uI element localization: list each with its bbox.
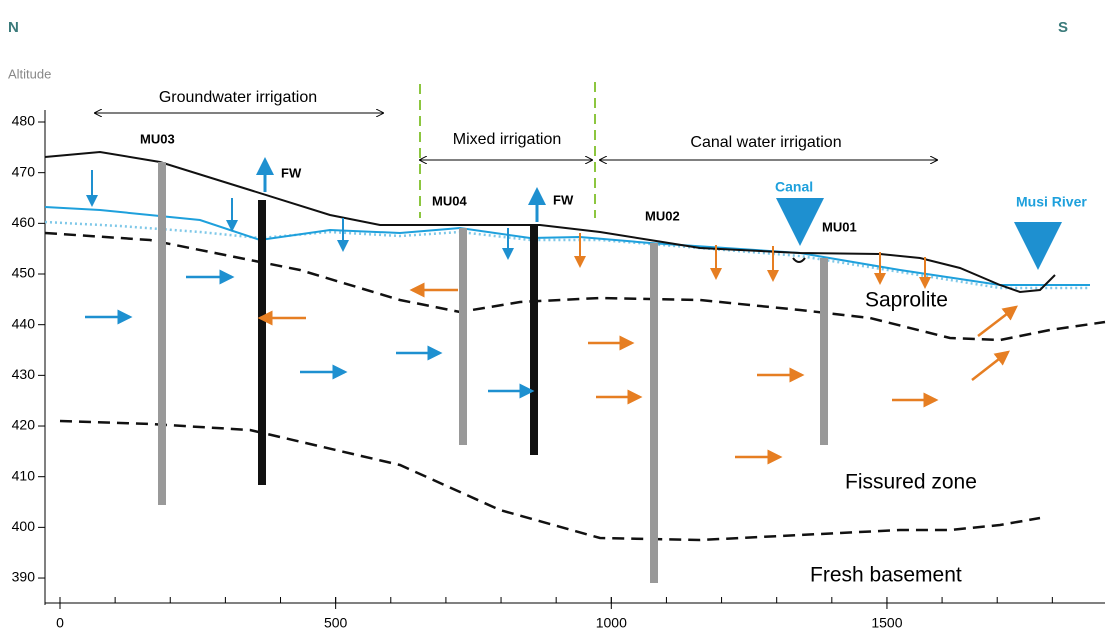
well xyxy=(459,228,467,445)
water-table xyxy=(45,207,1090,285)
zone-label: Groundwater irrigation xyxy=(159,89,317,106)
y-tick-label: 450 xyxy=(12,265,36,281)
zone-label: Canal water irrigation xyxy=(690,134,841,151)
flow-arrow xyxy=(972,352,1008,380)
north-label: N xyxy=(8,19,19,36)
south-label: S xyxy=(1058,19,1068,36)
layer-label: Fissured zone xyxy=(845,471,977,494)
well-label: MU02 xyxy=(645,208,680,223)
layer-label: Saprolite xyxy=(865,289,948,312)
well xyxy=(158,162,166,505)
x-tick-label: 1000 xyxy=(596,615,627,631)
x-tick-label: 0 xyxy=(56,615,64,631)
y-axis-label: Altitude xyxy=(8,66,51,81)
y-tick-label: 460 xyxy=(12,214,36,230)
well-label: MU03 xyxy=(140,131,175,146)
x-tick-label: 1500 xyxy=(871,615,902,631)
zone-label: Mixed irrigation xyxy=(453,131,561,148)
y-tick-label: 400 xyxy=(12,518,36,534)
well-label: MU04 xyxy=(432,193,467,208)
saprolite-base xyxy=(45,233,1105,340)
x-tick-label: 500 xyxy=(324,615,348,631)
well-label: MU01 xyxy=(822,219,857,234)
drawing: 390 400 410 420 430 440 450 460 470 480 0 500 1000 15… xyxy=(12,82,1105,631)
well xyxy=(530,225,538,455)
y-tick-label: 470 xyxy=(12,163,36,179)
y-tick-label: 410 xyxy=(12,467,36,483)
y-tick-label: 480 xyxy=(12,113,36,129)
flow-arrow xyxy=(978,307,1016,336)
y-tick-label: 420 xyxy=(12,417,36,433)
canal-shape xyxy=(793,258,805,262)
y-tick-label: 440 xyxy=(12,315,36,331)
well-label: FW xyxy=(553,192,574,207)
canal-label: Canal xyxy=(775,179,813,195)
well xyxy=(820,258,828,445)
layer-label: Fresh basement xyxy=(810,564,962,587)
y-tick-label: 390 xyxy=(12,569,36,585)
y-tick-label: 430 xyxy=(12,366,36,382)
well xyxy=(650,243,658,583)
river-label: Musi River xyxy=(1016,194,1087,210)
well xyxy=(258,200,266,485)
cross-section: 390 400 410 420 430 440 450 460 470 480 0 500 1000 15… xyxy=(0,0,1109,637)
well-label: FW xyxy=(281,165,302,180)
